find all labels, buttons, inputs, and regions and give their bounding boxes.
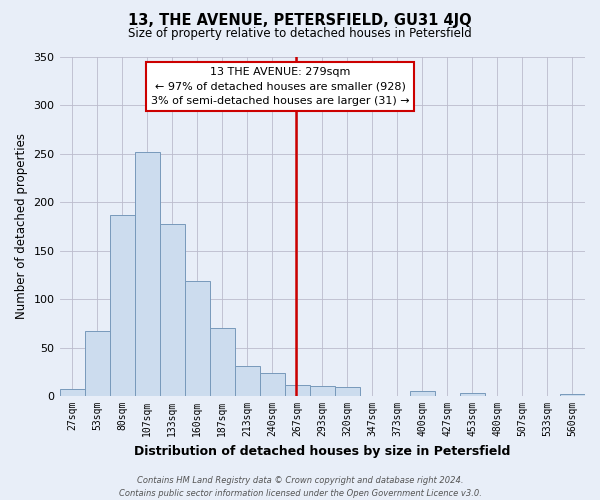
Text: Size of property relative to detached houses in Petersfield: Size of property relative to detached ho… xyxy=(128,28,472,40)
Bar xyxy=(160,224,185,396)
Bar xyxy=(134,152,160,396)
Bar xyxy=(235,366,260,396)
Bar xyxy=(59,390,85,396)
Bar xyxy=(460,393,485,396)
X-axis label: Distribution of detached houses by size in Petersfield: Distribution of detached houses by size … xyxy=(134,444,511,458)
Bar xyxy=(85,331,110,396)
Bar xyxy=(185,280,209,396)
Bar xyxy=(110,214,134,396)
Bar xyxy=(410,391,435,396)
Text: Contains HM Land Registry data © Crown copyright and database right 2024.
Contai: Contains HM Land Registry data © Crown c… xyxy=(119,476,481,498)
Bar xyxy=(310,386,335,396)
Text: 13, THE AVENUE, PETERSFIELD, GU31 4JQ: 13, THE AVENUE, PETERSFIELD, GU31 4JQ xyxy=(128,12,472,28)
Bar xyxy=(260,373,285,396)
Bar xyxy=(285,386,310,396)
Bar xyxy=(335,388,360,396)
Bar xyxy=(560,394,585,396)
Y-axis label: Number of detached properties: Number of detached properties xyxy=(15,134,28,320)
Bar xyxy=(209,328,235,396)
Text: 13 THE AVENUE: 279sqm
← 97% of detached houses are smaller (928)
3% of semi-deta: 13 THE AVENUE: 279sqm ← 97% of detached … xyxy=(151,66,410,106)
